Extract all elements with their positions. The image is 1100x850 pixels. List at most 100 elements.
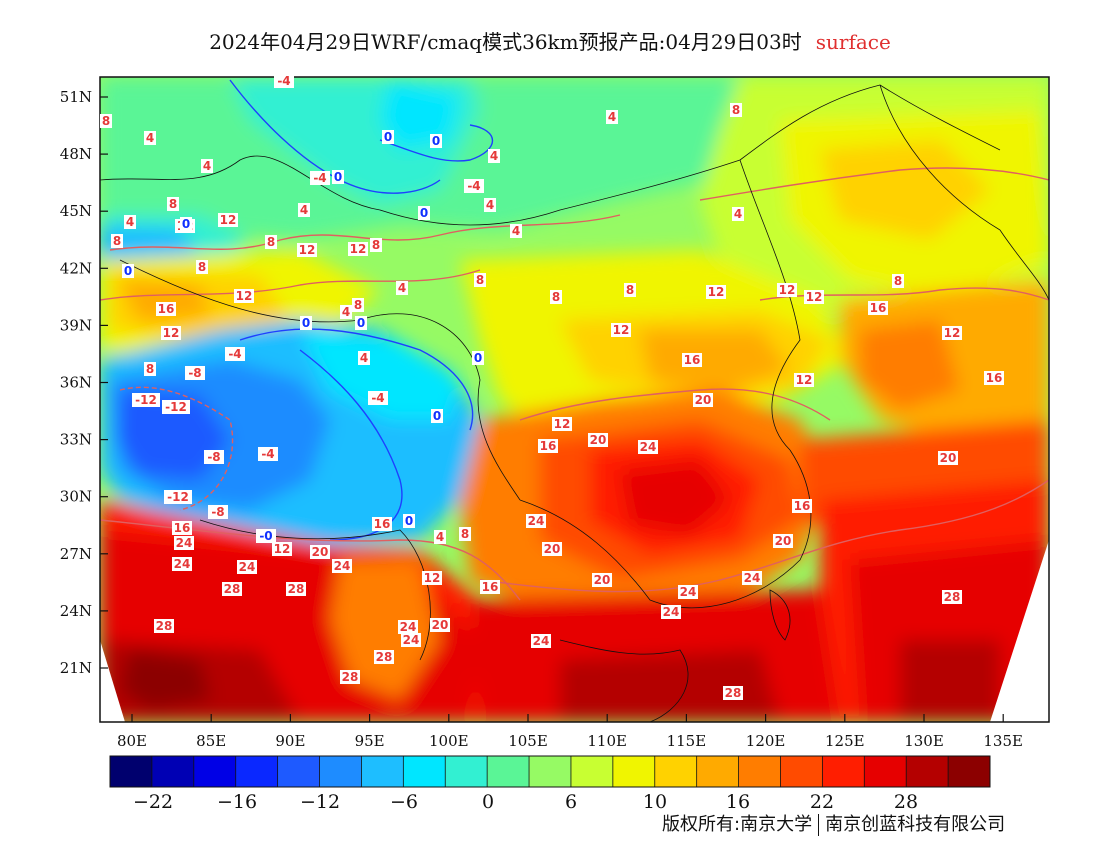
svg-text:20: 20	[312, 545, 329, 559]
svg-text:24: 24	[403, 633, 420, 647]
lat-tick-label: 42N	[60, 259, 92, 277]
contour-label: 16	[682, 353, 702, 367]
svg-text:8: 8	[626, 283, 634, 297]
lat-tick-label: 48N	[60, 145, 92, 163]
contour-label: 28	[374, 650, 394, 664]
svg-text:24: 24	[239, 560, 256, 574]
svg-text:12: 12	[779, 283, 796, 297]
contour-label: 8	[100, 114, 112, 128]
contour-label: 4	[298, 203, 310, 217]
colorbar-label: 10	[643, 791, 667, 813]
lat-tick-label: 36N	[60, 374, 92, 392]
svg-text:28: 28	[156, 619, 173, 633]
contour-label: 24	[678, 585, 698, 599]
svg-text:4: 4	[734, 207, 742, 221]
svg-text:28: 28	[224, 582, 241, 596]
colorbar-swatch	[864, 756, 907, 787]
lat-tick-label: 21N	[60, 659, 92, 677]
colorbar-swatch	[319, 756, 362, 787]
svg-text:8: 8	[732, 103, 740, 117]
svg-text:0: 0	[384, 130, 392, 144]
svg-text:16: 16	[540, 439, 557, 453]
svg-text:24: 24	[400, 620, 417, 634]
svg-text:12: 12	[350, 242, 367, 256]
contour-label: 12	[422, 571, 442, 585]
svg-text:4: 4	[398, 281, 406, 295]
contour-label: 0	[122, 264, 134, 278]
lon-tick-label: 135E	[983, 732, 1023, 750]
svg-text:-12: -12	[167, 490, 189, 504]
contour-label: 0	[180, 217, 192, 231]
contour-label: 0	[403, 514, 415, 528]
svg-text:-4: -4	[467, 179, 480, 193]
svg-text:8: 8	[354, 298, 362, 312]
contour-label: 8	[550, 290, 562, 304]
contour-label: 28	[222, 582, 242, 596]
svg-text:12: 12	[274, 542, 291, 556]
map-frame	[99, 76, 1050, 723]
colorbar-swatch	[529, 756, 572, 787]
svg-text:0: 0	[124, 264, 132, 278]
svg-text:4: 4	[436, 530, 444, 544]
latitude-axis: 51N 48N 45N 42N 39N 36N 33N 30N 27N 24N 21N	[60, 88, 108, 677]
lat-tick-label: 30N	[60, 488, 92, 506]
contour-label: 20	[310, 545, 330, 559]
contour-label: 4	[434, 530, 446, 544]
lat-tick-label: 45N	[60, 202, 92, 220]
contour-label: 20	[938, 451, 958, 465]
colorbar-swatch	[822, 756, 865, 787]
svg-text:16: 16	[174, 521, 191, 535]
temperature-field	[100, 77, 1049, 722]
lon-tick-label: 105E	[508, 732, 548, 750]
contour-label: 16	[156, 302, 176, 316]
contour-label: 24	[742, 571, 762, 585]
svg-text:16: 16	[374, 517, 391, 531]
svg-text:0: 0	[432, 134, 440, 148]
colorbar-label: 16	[726, 791, 750, 813]
svg-text:20: 20	[695, 393, 712, 407]
svg-text:-4: -4	[371, 391, 384, 405]
lon-tick-label: 80E	[117, 732, 147, 750]
contour-label: 24	[638, 440, 658, 454]
contour-label: -4	[225, 347, 245, 361]
colorbar-swatch	[696, 756, 740, 787]
contour-label: 16	[868, 301, 888, 315]
svg-text:4: 4	[486, 198, 494, 212]
contour-label: 8	[459, 527, 471, 541]
svg-text:20: 20	[940, 451, 957, 465]
svg-text:0: 0	[357, 316, 365, 330]
lon-tick-label: 120E	[746, 732, 786, 750]
svg-text:8: 8	[894, 274, 902, 288]
colorbar-swatch	[445, 756, 488, 787]
lon-tick-label: 100E	[429, 732, 469, 750]
lat-tick-label: 27N	[60, 545, 92, 563]
svg-text:-8: -8	[188, 366, 201, 380]
svg-text:24: 24	[176, 536, 193, 550]
svg-text:24: 24	[174, 557, 191, 571]
lon-tick-label: 110E	[587, 732, 627, 750]
svg-text:12: 12	[163, 326, 180, 340]
svg-text:4: 4	[360, 351, 368, 365]
svg-text:28: 28	[725, 686, 742, 700]
svg-text:24: 24	[533, 634, 550, 648]
colorbar-swatch	[570, 756, 614, 787]
svg-text:12: 12	[554, 417, 571, 431]
contour-label: 28	[723, 686, 743, 700]
contour-label: 12	[348, 242, 368, 256]
svg-text:16: 16	[684, 353, 701, 367]
svg-text:28: 28	[376, 650, 393, 664]
colorbar-label: 6	[565, 791, 577, 813]
contour-label: 0	[418, 206, 430, 220]
contour-label: 20	[773, 534, 793, 548]
contour-label: 24	[174, 536, 194, 550]
contour-label: 4	[144, 131, 156, 145]
contour-label: -4	[274, 74, 294, 88]
svg-text:12: 12	[944, 326, 961, 340]
contour-label: 16	[984, 371, 1004, 385]
contour-labels: -4844004-40-4440488128121280124048128084…	[100, 74, 1004, 700]
contour-label: 24	[237, 560, 257, 574]
contour-label: 28	[154, 619, 174, 633]
svg-text:20: 20	[590, 433, 607, 447]
svg-text:0: 0	[302, 316, 310, 330]
colorbar-label: −12	[300, 791, 340, 813]
